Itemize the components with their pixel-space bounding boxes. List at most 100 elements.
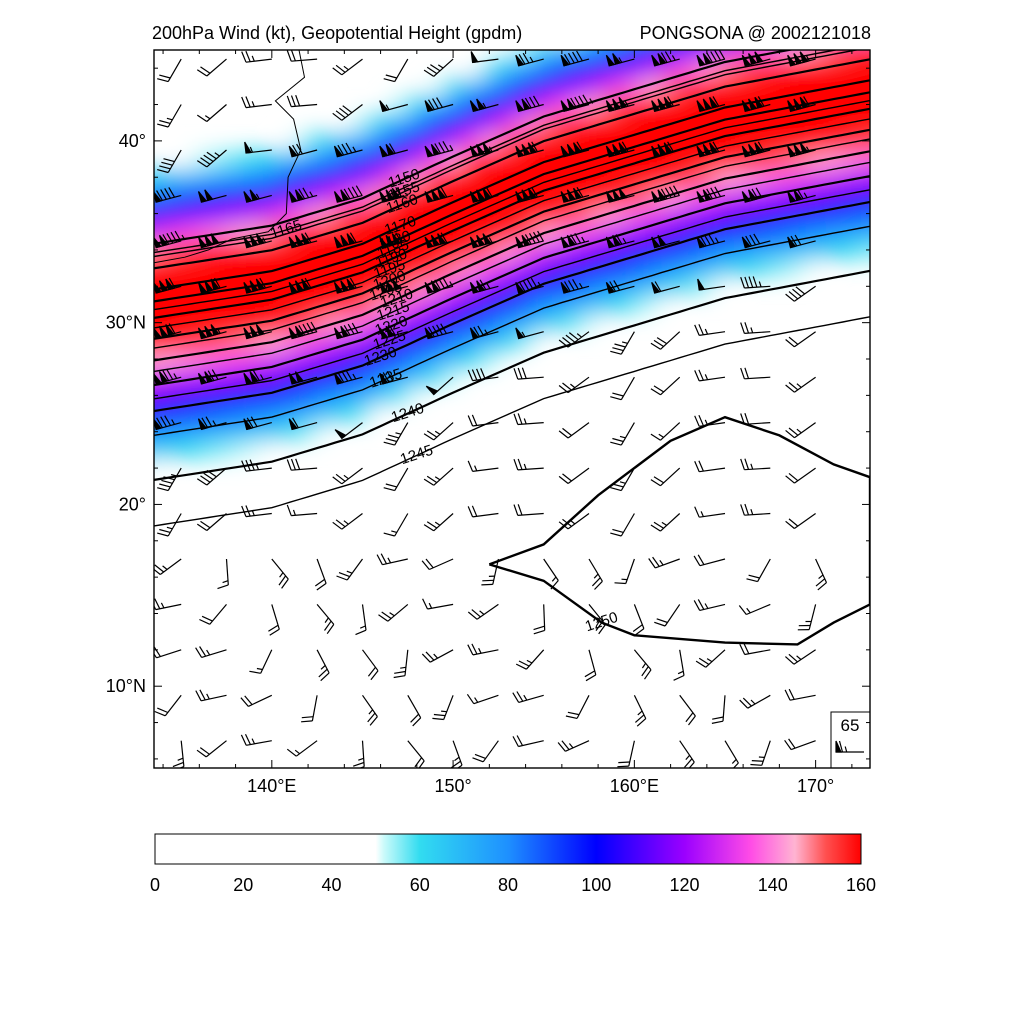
- wind-barb: [515, 649, 545, 670]
- speed-cell: [679, 50, 699, 61]
- speed-cell: [788, 222, 808, 242]
- speed-cell: [480, 313, 500, 333]
- wind-barb: [815, 558, 828, 591]
- wind-barb: [584, 649, 597, 682]
- speed-cell: [752, 222, 772, 242]
- speed-cell: [860, 95, 870, 115]
- speed-cell: [407, 313, 427, 333]
- wind-barb: [154, 187, 182, 203]
- speed-cell: [172, 204, 192, 224]
- wind-barb: [513, 458, 544, 471]
- speed-cell: [607, 23, 626, 42]
- wind-barb: [650, 376, 681, 396]
- speed-cell: [570, 295, 590, 315]
- speed-cell: [226, 168, 246, 188]
- speed-cell: [607, 50, 627, 61]
- speed-cell: [879, 241, 898, 260]
- speed-cell: [498, 77, 518, 97]
- map-frame: [153, 49, 871, 769]
- wind-barb: [610, 467, 635, 492]
- wind-barb: [741, 187, 771, 203]
- wind-barb: [679, 740, 695, 768]
- speed-cell: [172, 240, 192, 261]
- wind-barb: [632, 604, 645, 636]
- speed-cell: [154, 240, 155, 261]
- wind-barb: [738, 603, 771, 616]
- wind-barb: [605, 187, 635, 203]
- wind-barb: [560, 186, 590, 203]
- speed-cell: [154, 404, 155, 424]
- wind-barb: [196, 740, 227, 758]
- speed-cell: [299, 386, 319, 406]
- wind-barb: [605, 96, 635, 113]
- speed-cell: [697, 50, 717, 61]
- speed-cell: [154, 168, 155, 188]
- speed-cell: [770, 222, 790, 242]
- speed-cell: [589, 313, 609, 333]
- wind-barb: [741, 51, 771, 67]
- wind-barb: [560, 94, 594, 113]
- speed-cell: [280, 295, 300, 315]
- wind-barb: [558, 422, 590, 439]
- speed-cell: [462, 77, 482, 97]
- speed-cell: [625, 186, 645, 206]
- wind-barb: [651, 185, 680, 203]
- wind-barb: [741, 233, 771, 249]
- speed-cell: [661, 50, 681, 61]
- speed-cell: [154, 331, 155, 351]
- wind-barb: [154, 415, 182, 431]
- speed-cell: [444, 131, 464, 151]
- speed-cell: [480, 277, 500, 297]
- speed-cell: [589, 240, 609, 261]
- speed-cell: [208, 349, 228, 370]
- speed-cell: [226, 349, 246, 370]
- colorbar-ramp: [154, 833, 862, 865]
- speed-cell: [407, 131, 427, 151]
- wind-barb: [196, 513, 227, 531]
- speed-cell: [806, 131, 826, 151]
- wind-barb: [654, 604, 681, 627]
- speed-cell: [824, 59, 844, 79]
- speed-cell: [661, 295, 681, 315]
- speed-cell: [680, 5, 699, 24]
- speed-cell: [444, 368, 464, 388]
- speed-cell: [190, 259, 210, 279]
- speed-cell: [480, 113, 500, 133]
- wind-barb: [651, 51, 680, 67]
- speed-cell: [280, 131, 300, 151]
- wind-barb: [243, 324, 272, 340]
- height-contour: [154, 58, 870, 270]
- speed-cell: [643, 295, 663, 315]
- chart-subtitle: PONGSONA @ 2002121018: [640, 23, 871, 43]
- wind-barb: [694, 460, 726, 473]
- wind-barb: [617, 740, 635, 768]
- wind-barb: [696, 50, 726, 67]
- speed-cell: [353, 404, 373, 424]
- speed-cell: [299, 404, 319, 424]
- wind-barb: [693, 599, 726, 611]
- speed-cell: [172, 259, 192, 279]
- speed-cell: [534, 50, 554, 61]
- speed-cell: [407, 204, 427, 224]
- speed-cell: [698, 5, 717, 24]
- wind-barb: [648, 556, 680, 569]
- wind-barb: [424, 186, 454, 203]
- wind-barb: [693, 554, 726, 567]
- speed-cell: [661, 168, 681, 188]
- speed-cell: [534, 295, 554, 315]
- speed-cell: [226, 277, 246, 297]
- wind-barb: [407, 695, 422, 727]
- speed-cell: [806, 204, 826, 224]
- wind-barb: [362, 694, 378, 726]
- speed-cell: [353, 368, 373, 388]
- x-tick-label: 140°E: [247, 776, 296, 796]
- speed-cell: [879, 205, 898, 224]
- speed-cell: [734, 113, 754, 133]
- speed-cell: [407, 95, 427, 115]
- wind-barb: [157, 467, 182, 492]
- speed-cell: [879, 223, 898, 242]
- speed-cell: [244, 440, 264, 460]
- speed-cell: [770, 240, 790, 261]
- wind-barb: [244, 141, 272, 154]
